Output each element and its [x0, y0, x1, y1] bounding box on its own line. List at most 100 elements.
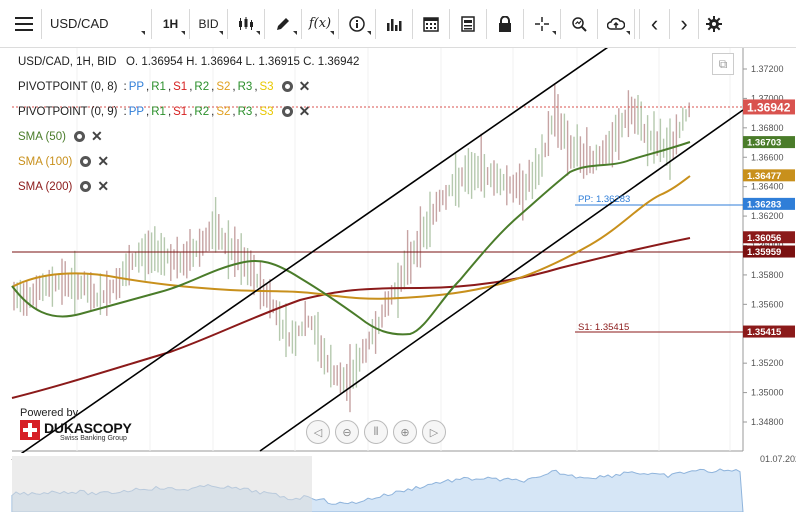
gear-icon[interactable]: [281, 81, 293, 92]
sma200-line: [11, 237, 691, 399]
close-icon[interactable]: ✕: [298, 78, 311, 94]
channel-upper-line[interactable]: [11, 48, 611, 461]
fx-label: f(x): [308, 16, 332, 31]
gear-icon[interactable]: [699, 9, 729, 39]
news-icon[interactable]: [450, 8, 487, 39]
y-tick-label: 1.36400: [751, 182, 784, 192]
function-fx-icon[interactable]: f(x): [302, 8, 339, 39]
hamburger-menu-icon[interactable]: [6, 8, 42, 39]
price-tag-bg: [743, 245, 795, 258]
arrow-left-icon: ◁: [313, 426, 323, 439]
reset-button[interactable]: ⫴: [364, 420, 388, 444]
chevron-down-icon: [626, 30, 630, 35]
chart-canvas[interactable]: 1.37200 1.37000 1.36800 1.36600 1.36400 1.362…: [0, 48, 796, 512]
sma200-name: SMA (200): [18, 180, 73, 193]
pivot2-pp: PP: [128, 105, 145, 118]
legend-sma50[interactable]: SMA (50) ✕: [18, 124, 538, 149]
plot-area: [12, 48, 743, 451]
close-icon[interactable]: ✕: [298, 103, 311, 119]
chevron-down-icon: [367, 30, 371, 35]
close-icon[interactable]: ✕: [97, 178, 110, 194]
crosshair-icon[interactable]: [524, 8, 561, 39]
legend-pivot2[interactable]: PIVOTPOINT (0, 9) : PP, R1, S1, R2, S2, …: [18, 103, 311, 119]
y-tick-label: 1.36600: [751, 152, 784, 162]
close-icon[interactable]: ✕: [90, 128, 103, 144]
timeframe-selector[interactable]: 1H: [152, 8, 190, 39]
symbol-selector[interactable]: USD/CAD: [42, 8, 152, 39]
toolbar: USD/CAD 1H BID f(x): [0, 0, 796, 48]
calendar-icon[interactable]: [413, 8, 450, 39]
expand-icon[interactable]: ⧉: [712, 53, 734, 75]
y-tick-label: 1.34800: [751, 417, 784, 427]
next-button[interactable]: ›: [669, 8, 699, 39]
channel-lower-line[interactable]: [259, 109, 744, 452]
y-tick-label: 1.36000: [751, 241, 784, 251]
pivot1-r1: R1: [151, 80, 166, 93]
price-tag-label: 1.36477: [747, 171, 781, 182]
volume-bars-icon[interactable]: [376, 8, 413, 39]
chevron-down-icon: [552, 30, 556, 35]
pivot1-separator: :: [123, 80, 127, 93]
upload-cloud-icon[interactable]: [598, 8, 635, 39]
price-tag-label: 1.36283: [747, 199, 781, 210]
y-tick-label: 1.37000: [751, 93, 784, 103]
chevron-down-icon: [293, 30, 297, 35]
zoom-out-button[interactable]: ⊖: [335, 420, 359, 444]
candles: [13, 84, 690, 413]
y-tick-label: 1.35800: [751, 270, 784, 280]
legend-sma100[interactable]: SMA (100) ✕: [18, 149, 538, 174]
price-tag-label: 1.35959: [747, 247, 781, 258]
price-side-label: BID: [198, 16, 219, 31]
navigator-left-mask: [12, 456, 312, 512]
x-date-label: 01.07.2020: [760, 454, 796, 464]
pivot1-s2: S2: [216, 80, 231, 93]
legend-sma200[interactable]: SMA (200) ✕: [18, 174, 538, 199]
gear-icon[interactable]: [73, 131, 85, 142]
y-axis-ticks: 1.37200 1.37000 1.36800 1.36600 1.36400 1.362…: [743, 64, 784, 427]
y-tick-label: 1.37200: [751, 64, 784, 74]
symbol-label: USD/CAD: [50, 16, 109, 31]
y-tick-label: 1.35200: [751, 358, 784, 368]
price-tag-bg: [743, 136, 795, 149]
pivot1-r3: R3: [237, 80, 253, 93]
zoom-in-button[interactable]: ⊕: [393, 420, 417, 444]
candlestick-icon[interactable]: [228, 8, 265, 39]
pp-annotation: PP: 1.36283: [578, 194, 630, 205]
pivot1-s3: S3: [259, 80, 274, 93]
vertical-grid: [76, 48, 731, 451]
brand-sub: Swiss Banking Group: [60, 435, 127, 442]
info-icon[interactable]: [339, 8, 376, 39]
brand-name: DUKASCOPY: [44, 420, 132, 436]
pivot2-separator: :: [123, 105, 127, 118]
price-side-selector[interactable]: BID: [190, 8, 228, 39]
prev-button[interactable]: ‹: [639, 8, 669, 39]
pencil-draw-icon[interactable]: [265, 8, 302, 39]
close-icon[interactable]: ✕: [97, 153, 110, 169]
lock-icon[interactable]: [487, 8, 524, 39]
zoom-in-icon: ⊕: [400, 426, 410, 439]
pivot2-s2: S2: [216, 105, 231, 118]
price-tag-bg: [743, 231, 795, 244]
chevron-down-icon: [330, 30, 334, 35]
reset-icon: ⫴: [373, 425, 379, 438]
timeframe-label: 1H: [162, 16, 179, 31]
sma100-line: [11, 175, 691, 300]
zoom-icon[interactable]: [561, 8, 598, 39]
scroll-left-button[interactable]: ◁: [306, 420, 330, 444]
pivot2-r1: R1: [151, 105, 166, 118]
price-tag-label: 1.35415: [747, 327, 782, 338]
dukascopy-logo: DUKASCOPY Swiss Banking Group: [20, 420, 132, 444]
sma100-name: SMA (100): [18, 155, 73, 168]
y-tick-label: 1.35600: [751, 299, 784, 309]
pivot2-r2: R2: [194, 105, 210, 118]
legend-pivot1[interactable]: PIVOTPOINT (0, 8) : PP, R1, S1, R2, S2, …: [18, 78, 311, 94]
pivot2-s3: S3: [259, 105, 274, 118]
scroll-right-button[interactable]: ▷: [422, 420, 446, 444]
price-tag-bg: [743, 197, 795, 210]
gear-icon[interactable]: [281, 106, 293, 117]
gear-icon[interactable]: [80, 156, 92, 167]
gear-icon[interactable]: [80, 181, 92, 192]
price-tags: 1.36942 1.36703 1.36477 1.36283 1.36056 1.359…: [743, 99, 795, 338]
chevron-down-icon: [219, 30, 223, 35]
